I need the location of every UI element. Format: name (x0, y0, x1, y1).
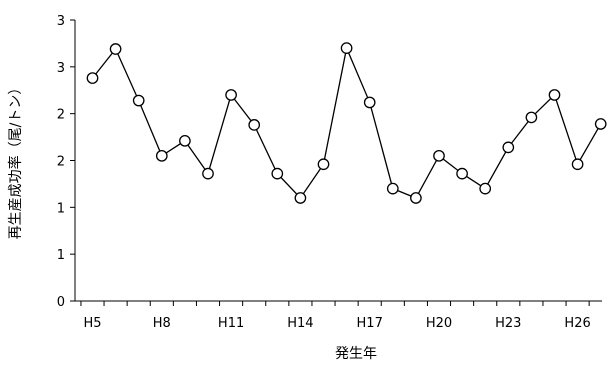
data-point (363, 96, 376, 109)
data-point (433, 149, 445, 162)
data-point (386, 182, 399, 195)
data-point (202, 167, 214, 180)
data-point (248, 119, 261, 131)
data-point (479, 182, 492, 195)
data-point (86, 72, 99, 84)
y-tick-label: 2 (57, 108, 65, 123)
y-tick-label: 3 (57, 61, 65, 76)
data-point (155, 149, 168, 162)
x-tick-label: H14 (287, 316, 313, 331)
data-point (594, 118, 607, 130)
data-point (548, 89, 561, 101)
y-axis: 0 1 1 2 2 3 3 (57, 14, 76, 310)
x-tick-label: H11 (218, 316, 244, 331)
data-point (317, 158, 330, 171)
data-point (109, 43, 122, 55)
data-point (502, 141, 515, 154)
x-ticks: H5 H8 H11 H14 H17 H20 H23 H26 (80, 301, 591, 331)
y-tick-label: 1 (57, 201, 65, 216)
x-tick-label: H23 (495, 316, 521, 331)
series-line (91, 45, 602, 200)
y-ticks: 0 1 1 2 2 3 3 (57, 14, 75, 310)
data-point (456, 167, 468, 180)
data-point (525, 111, 538, 124)
x-tick-label: H26 (564, 316, 590, 331)
y-tick-label: 2 (57, 155, 65, 170)
x-tick-label: H8 (153, 316, 171, 331)
data-point (225, 89, 237, 101)
y-tick-label: 1 (57, 248, 65, 263)
data-point (132, 94, 145, 107)
plot-series (86, 42, 607, 204)
x-axis-title: 発生年 (335, 346, 377, 362)
data-point (271, 167, 284, 180)
data-point (179, 134, 191, 147)
y-tick-label: 3 (57, 14, 65, 29)
x-axis: H5 H8 H11 H14 H17 H20 H23 H26 (75, 300, 602, 331)
data-point (410, 192, 422, 204)
x-tick-label: H5 (83, 316, 101, 331)
x-tick-label: H17 (357, 316, 383, 331)
data-point (294, 192, 307, 204)
data-point (571, 158, 584, 171)
x-tick-label: H20 (426, 316, 452, 331)
data-point (340, 42, 353, 54)
y-axis-title: 再生産成功率（尾/トン） (7, 81, 24, 240)
y-tick-label: 0 (57, 295, 65, 310)
